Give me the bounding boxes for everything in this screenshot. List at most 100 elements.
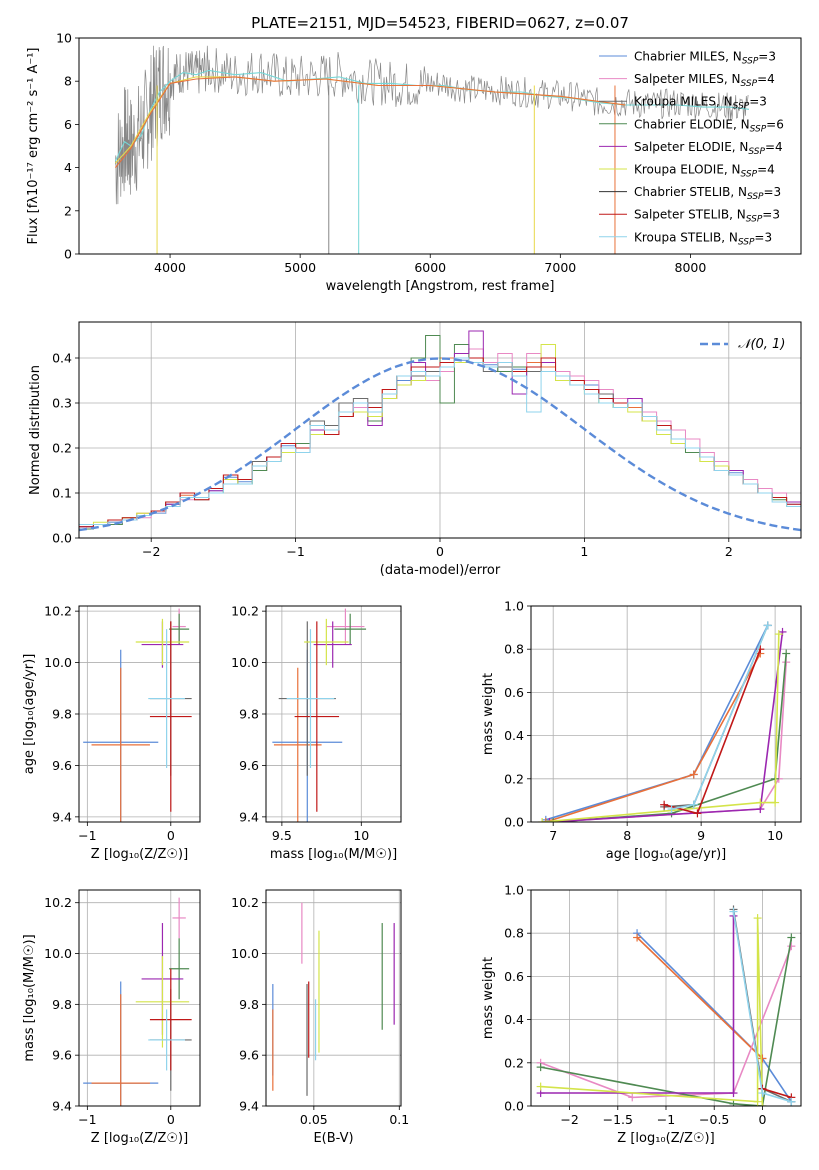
y-tick-label: 9.8 [52,997,72,1012]
x-tick-label: 0 [758,1112,766,1127]
x-tick-label: 4000 [154,260,186,275]
y-axis-label: age [log₁₀(age/yr)] [22,654,37,775]
axes-frame [265,605,402,823]
histogram-series-8 [79,357,801,525]
y-tick-label: 10.2 [231,895,259,910]
plot-area [83,897,192,1106]
x-tick-label: −0.5 [699,1112,729,1127]
x-tick-label: 0.1 [389,1112,409,1127]
y-axis-label: mass weight [481,673,496,755]
y-tick-label: 6 [64,117,72,132]
y-axis-label: mass [log₁₀(M/M☉)] [22,934,37,1061]
x-tick-label: 0.05 [300,1112,328,1127]
y-tick-label: 10.0 [231,655,259,670]
weight-series-5 [549,631,784,822]
y-tick-label: 9.4 [52,1099,72,1114]
panel-mass_weight_vs_age: 7 8 9 10 0.0 0.2 0.4 0.6 0.8 1.0 age [log₁₀(age/yr… [481,599,802,862]
y-tick-label: 9.4 [239,1099,259,1114]
y-tick-label: 0.8 [504,926,524,941]
x-tick-label: 0 [167,1112,175,1127]
y-tick-label: 0.4 [504,728,524,743]
y-tick-label: 0.2 [504,771,524,786]
axes-frame [530,605,802,823]
panel-mass_weight_vs_Z: −2 −1.5 −1 −0.5 0 0.0 0.2 0.4 0.6 0.8 1.0 Z [log₁₀(… [481,883,802,1146]
legend-text: Chabrier ELODIE, N [634,117,750,131]
y-tick-label: 0.6 [504,969,524,984]
legend-label-5: Kroupa ELODIE, NSSP=4 [634,163,775,180]
legend-label-3: Chabrier ELODIE, NSSP=6 [634,117,784,134]
plot-area [272,902,395,1096]
y-tick-label: 9.4 [52,809,72,824]
legend-text-end: =3 [764,185,782,199]
legend-subscript: SSP [748,147,765,157]
weight-series-2 [540,945,793,1099]
x-tick-label: 7000 [544,260,576,275]
y-tick-label: 0.1 [52,486,72,501]
x-axis-label: Z [log₁₀(Z/Z☉)] [91,1131,188,1146]
panel-residuals: −2 −1 0 1 2 0.0 0.1 0.2 0.3 0.4 (data-model)/error… [28,321,802,578]
x-axis-label: wavelength [Angstrom, rest frame] [326,279,555,294]
x-axis-label: Z [log₁₀(Z/Z☉)] [91,847,188,862]
y-tick-label: 10 [56,31,72,46]
weight-series-6 [540,918,764,1106]
plot-area [83,608,192,822]
plot-area [536,905,796,1106]
weight-series-4 [553,653,787,822]
y-tick-label: 0.4 [504,1012,524,1027]
legend-text-end: =3 [754,230,772,244]
legend-text-end: =4 [757,72,775,86]
spectrum-series-3 [114,76,626,168]
panel-spectrum: 4000 5000 6000 7000 8000 0 2 4 6 8 10 wavelength [A… [26,31,802,294]
x-tick-label: 10 [767,828,783,843]
legend-text: Salpeter STELIB, N [634,208,746,222]
y-tick-label: 0 [64,247,72,262]
x-tick-label: 9 [697,828,705,843]
weight-series-7 [762,1087,792,1099]
weight-series-6 [542,634,780,822]
x-tick-label: 10 [353,828,369,843]
legend-subscript: SSP [750,124,767,134]
x-tick-label: −1.5 [603,1112,633,1127]
legend-text-end: =6 [766,117,784,131]
y-tick-label: 2 [64,203,72,218]
y-tick-label: 9.8 [239,707,259,722]
legend-text-end: =3 [762,208,780,222]
y-tick-label: 1.0 [504,883,524,898]
legend-label-1: Salpeter MILES, NSSP=4 [634,72,775,89]
axes-frame [78,605,201,823]
weight-series-1 [636,936,763,1060]
x-tick-label: 0 [167,828,175,843]
legend-text: Kroupa ELODIE, N [634,163,741,177]
y-tick-label: 9.4 [239,809,259,824]
y-tick-label: 9.6 [239,758,259,773]
panel-age_vs_mass: 9.5 10 9.4 9.6 9.8 10.0 10.2 mass [log₁₀(M/M☉)] [231,604,402,862]
x-axis-label: E(B-V) [313,1131,353,1146]
legend-label-4: Salpeter ELODIE, NSSP=4 [634,140,783,157]
x-axis-label: age [log₁₀(age/yr)] [606,847,727,862]
y-tick-label: 0.2 [504,1055,524,1070]
y-tick-label: 10.0 [44,946,72,961]
weight-series-0 [545,625,769,821]
x-tick-label: −1 [78,828,96,843]
y-tick-label: 10.0 [231,946,259,961]
y-tick-label: 9.6 [239,1048,259,1063]
x-tick-label: −1 [286,544,304,559]
x-tick-label: 8000 [675,260,707,275]
legend-subscript: SSP [747,192,764,202]
x-tick-label: 0 [436,544,444,559]
y-tick-label: 10.2 [44,895,72,910]
legend-text: Salpeter ELODIE, N [634,140,748,154]
legend-text: Kroupa STELIB, N [634,230,738,244]
y-axis-label: Normed distribution [28,365,43,495]
axes-frame [78,321,802,539]
plot-area [114,45,750,254]
y-tick-label: 9.8 [52,707,72,722]
legend-text-end: =4 [765,140,783,154]
x-axis-label: mass [log₁₀(M/M☉)] [270,847,397,862]
x-tick-label: 5000 [284,260,316,275]
x-tick-label: 9.5 [272,828,292,843]
y-tick-label: 0.0 [504,1099,524,1114]
normal-reference-curve [79,357,801,532]
y-tick-label: 8 [64,74,72,89]
legend-label-8: Kroupa STELIB, NSSP=3 [634,230,772,247]
